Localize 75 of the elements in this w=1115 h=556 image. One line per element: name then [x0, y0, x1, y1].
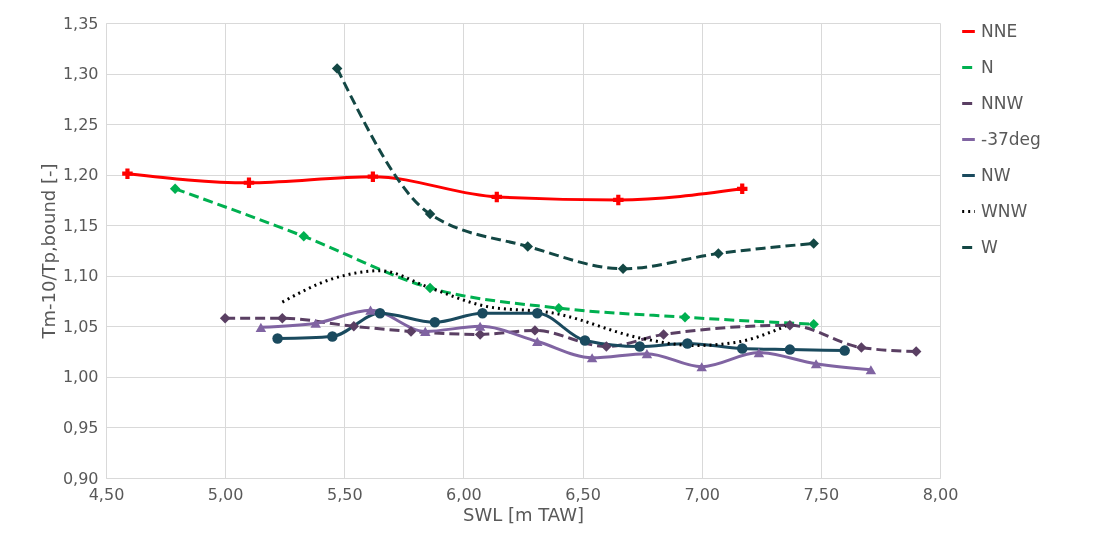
point	[601, 341, 612, 352]
x-tick-label: 8,00	[922, 484, 959, 504]
x-tick-label: 7,50	[803, 484, 840, 504]
x-tick-label: 5,50	[326, 484, 363, 504]
point	[713, 248, 724, 259]
y-tick-label: 0,95	[62, 417, 99, 437]
point	[405, 326, 417, 337]
point	[255, 322, 267, 332]
point	[736, 183, 748, 195]
point	[532, 307, 543, 319]
point	[753, 348, 765, 358]
point	[243, 177, 255, 188]
point	[522, 241, 534, 252]
point	[277, 313, 288, 324]
point	[856, 342, 867, 353]
point	[298, 231, 310, 242]
x-tick-label: 7,00	[684, 484, 721, 504]
point	[365, 305, 376, 315]
legend-label: WNW	[981, 200, 1028, 221]
point	[641, 349, 653, 359]
point	[477, 307, 488, 319]
point	[784, 344, 796, 355]
point	[367, 171, 379, 182]
x-tick-label: 6,50	[565, 484, 601, 504]
y-axis-title: Tm-10/Tp,bound [-]	[37, 163, 59, 340]
point	[810, 359, 822, 369]
legend-label: -37deg	[981, 128, 1041, 149]
point	[310, 318, 321, 328]
point	[420, 326, 431, 336]
point	[491, 191, 503, 203]
point	[634, 341, 645, 352]
legend-label: NW	[981, 164, 1011, 185]
point	[424, 208, 436, 220]
point	[682, 338, 693, 349]
point	[374, 307, 386, 319]
x-axis-title: SWL [m TAW]	[463, 503, 584, 525]
y-tick-label: 1,25	[62, 114, 99, 134]
point	[474, 321, 486, 331]
legend-label: NNW	[981, 92, 1024, 113]
y-tick-label: 1,05	[62, 316, 99, 336]
point	[122, 168, 133, 179]
point	[529, 325, 541, 336]
x-tick-label: 6,00	[446, 484, 482, 504]
point	[327, 331, 338, 342]
point	[219, 313, 231, 324]
point	[586, 353, 598, 363]
y-tick-label: 1,10	[62, 266, 99, 286]
point	[532, 336, 543, 347]
y-tick-label: 1,15	[62, 215, 99, 235]
point	[579, 335, 591, 346]
point	[169, 183, 181, 195]
point	[865, 365, 877, 375]
y-tick-label: 1,35	[62, 13, 99, 33]
point	[348, 321, 360, 332]
y-tick-label: 1,00	[62, 367, 99, 387]
point	[617, 263, 629, 274]
x-tick-label: 5,00	[207, 484, 244, 504]
point	[613, 194, 624, 206]
point	[553, 302, 564, 314]
y-tick-label: 1,30	[62, 64, 99, 84]
legend-label: NNE	[981, 20, 1018, 41]
point	[736, 343, 748, 354]
point	[808, 319, 819, 330]
point	[424, 282, 436, 294]
y-tick-label: 1,20	[62, 165, 99, 185]
legend-label: W	[981, 236, 998, 257]
point	[658, 329, 669, 340]
point	[696, 362, 707, 372]
point	[331, 63, 343, 74]
legend-label: N	[981, 56, 994, 77]
point	[272, 333, 283, 344]
point	[429, 317, 441, 328]
point	[839, 345, 850, 356]
point	[679, 311, 691, 323]
point	[808, 238, 819, 249]
